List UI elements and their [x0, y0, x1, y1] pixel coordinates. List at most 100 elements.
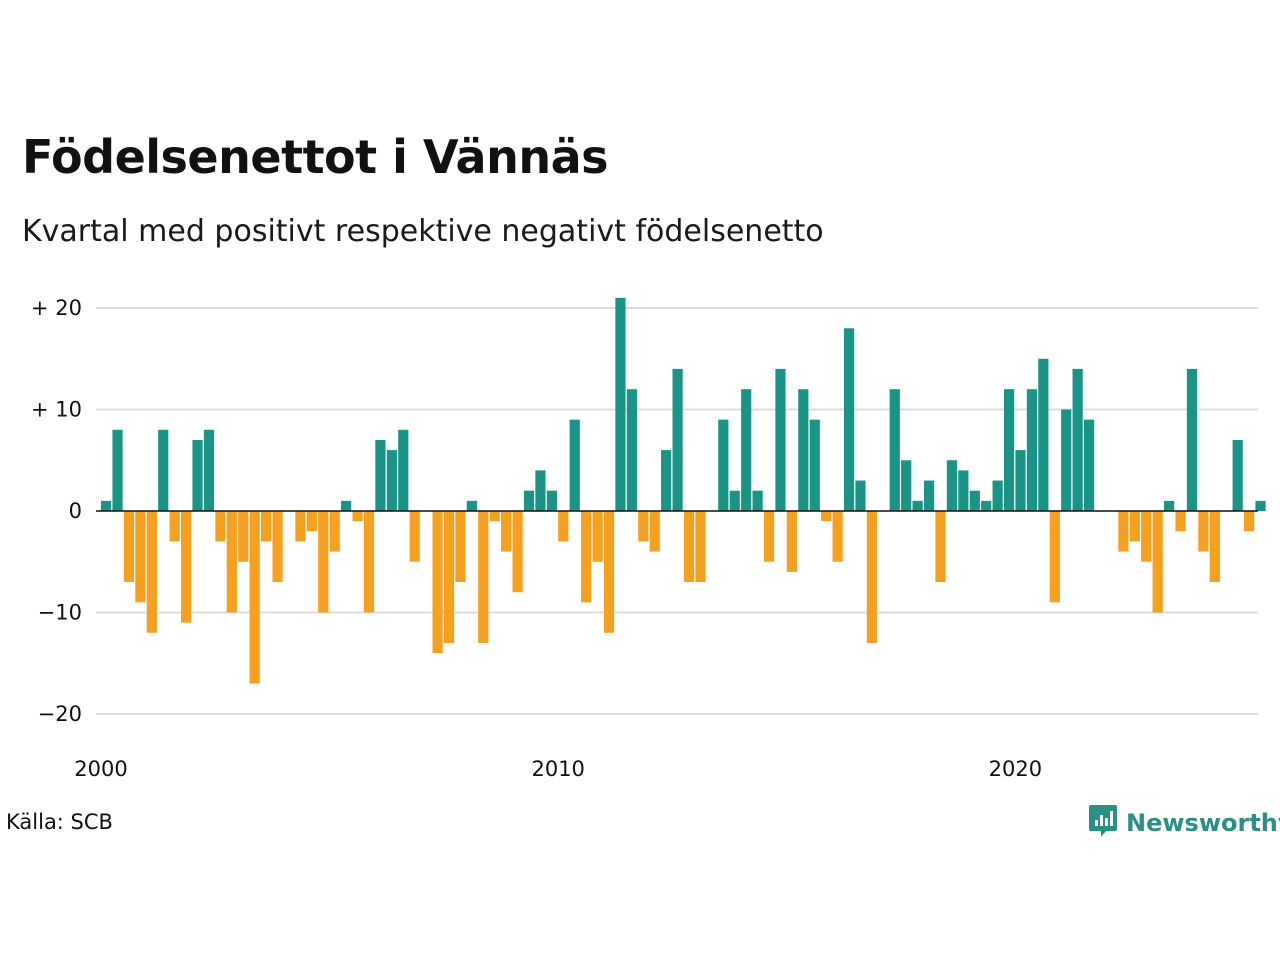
bar-positive — [923, 480, 935, 511]
bar-positive — [398, 429, 409, 511]
source-note: Källa: SCB — [6, 810, 113, 834]
bar-negative — [306, 511, 317, 532]
bar-negative — [238, 511, 249, 562]
bar-positive — [523, 490, 535, 511]
bar-positive — [889, 389, 900, 511]
bar-positive — [1083, 419, 1095, 511]
x-tick-label: 2020 — [989, 757, 1042, 781]
bar-negative — [581, 511, 592, 603]
bar-negative — [512, 511, 523, 593]
bar-positive — [901, 460, 912, 511]
bar-positive — [203, 429, 215, 511]
bar-positive — [752, 490, 763, 511]
bar-positive — [112, 429, 123, 511]
bar-negative — [763, 511, 775, 562]
bar-positive — [855, 480, 866, 511]
y-tick-label: −10 — [38, 601, 82, 625]
bar-positive — [341, 500, 352, 511]
bar-negative — [786, 511, 797, 572]
bar-negative — [169, 511, 180, 542]
bar-positive — [1061, 409, 1072, 511]
bar-negative — [146, 511, 157, 633]
bar-positive — [1255, 500, 1266, 511]
x-axis-ticks: 2000 2010 2020 — [74, 757, 1042, 781]
bar-positive — [1026, 389, 1038, 511]
bar-negative — [329, 511, 340, 552]
bar-negative — [1141, 511, 1152, 562]
bar-negative — [409, 511, 420, 562]
brand-name: Newsworthy — [1126, 809, 1280, 837]
newsworthy-logo-icon — [1088, 803, 1118, 843]
bar-positive — [626, 389, 637, 511]
bar-negative — [501, 511, 512, 552]
bar-negative — [443, 511, 455, 643]
bar-negative — [821, 511, 832, 522]
bar-negative — [489, 511, 500, 522]
bar-negative — [1129, 511, 1140, 542]
bar-positive — [1003, 389, 1015, 511]
bar-negative — [592, 511, 603, 562]
bar-negative — [1175, 511, 1186, 532]
bar-positive — [375, 439, 386, 511]
bar-positive — [1072, 368, 1083, 511]
bar-negative — [226, 511, 237, 613]
bar-negative — [181, 511, 192, 623]
bar-negative — [352, 511, 363, 522]
bar-negative — [695, 511, 706, 583]
bar-negative — [603, 511, 615, 633]
bar-positive — [912, 500, 923, 511]
bar-negative — [866, 511, 878, 643]
bar-positive — [1186, 368, 1198, 511]
bar-negative — [455, 511, 466, 583]
bar-negative — [363, 511, 375, 613]
bar-negative — [1049, 511, 1060, 603]
bar-negative — [135, 511, 146, 603]
bar-negative — [683, 511, 695, 583]
bar-negative — [1198, 511, 1209, 552]
y-tick-label: + 20 — [31, 296, 82, 320]
y-tick-label: −20 — [38, 702, 82, 726]
bar-positive — [946, 460, 958, 511]
bar-positive — [981, 500, 992, 511]
bar-negative — [295, 511, 306, 542]
bars — [101, 297, 1266, 684]
bar-positive — [809, 419, 820, 511]
bar-positive — [615, 297, 626, 511]
brand-logo: Newsworthy — [1088, 803, 1280, 843]
bar-negative — [1244, 511, 1255, 532]
bar-negative — [261, 511, 272, 542]
bar-negative — [249, 511, 260, 684]
bar-positive — [969, 490, 980, 511]
bar-negative — [432, 511, 443, 654]
bar-negative — [649, 511, 660, 552]
bar-positive — [1015, 450, 1026, 511]
bar-positive — [729, 490, 740, 511]
bar-negative — [638, 511, 649, 542]
bar-negative — [123, 511, 135, 583]
bar-positive — [958, 470, 969, 511]
bar-positive — [672, 368, 683, 511]
bar-negative — [272, 511, 283, 583]
chart-title: Födelsenettot i Vännäs — [22, 130, 609, 184]
bar-positive — [843, 328, 855, 511]
bar-negative — [1209, 511, 1220, 583]
bar-positive — [158, 429, 169, 511]
bar-positive — [386, 450, 397, 511]
x-tick-label: 2010 — [531, 757, 584, 781]
bar-chart: + 20 + 10 0 −10 −20 2000 2010 2020 — [31, 296, 1266, 781]
chart-subtitle: Kvartal med positivt respektive negativt… — [22, 214, 824, 249]
bar-negative — [1118, 511, 1129, 552]
bar-negative — [558, 511, 569, 542]
bar-positive — [1038, 358, 1049, 511]
bar-negative — [318, 511, 329, 613]
bar-negative — [935, 511, 946, 583]
bar-positive — [466, 500, 477, 511]
bar-positive — [741, 389, 752, 511]
bar-positive — [775, 368, 786, 511]
bar-negative — [832, 511, 843, 562]
bar-negative — [478, 511, 489, 643]
bar-positive — [192, 439, 203, 511]
y-axis-ticks: + 20 + 10 0 −10 −20 — [31, 296, 82, 726]
bar-positive — [101, 500, 112, 511]
bar-positive — [798, 389, 809, 511]
